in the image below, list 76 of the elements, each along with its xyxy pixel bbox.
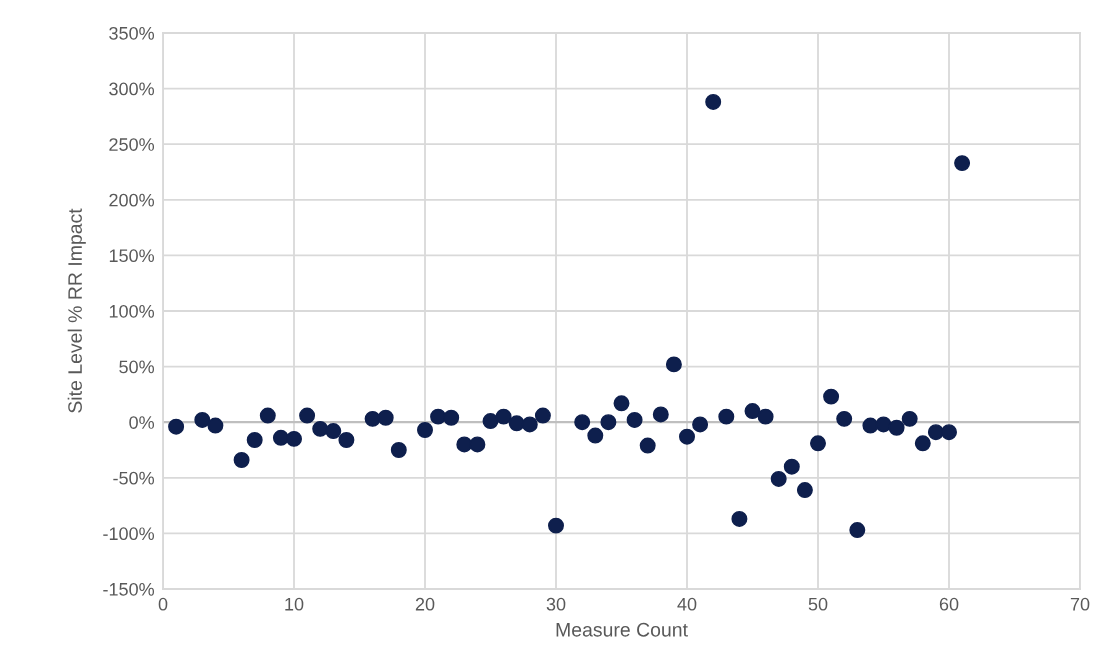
point	[927, 424, 944, 441]
y-tick-label: 300%	[109, 82, 155, 96]
point	[665, 356, 682, 373]
point	[783, 458, 800, 475]
y-tick-label: -100%	[103, 527, 155, 541]
point	[259, 407, 276, 424]
point	[194, 411, 211, 428]
y-tick-label: 200%	[109, 193, 155, 207]
point	[613, 395, 630, 412]
point	[469, 436, 486, 453]
point	[299, 407, 316, 424]
point	[390, 442, 407, 458]
y-tick-label: 100%	[109, 304, 155, 318]
point	[443, 409, 460, 426]
point	[849, 522, 866, 539]
point	[377, 409, 394, 426]
y-tick-label: 250%	[109, 138, 155, 151]
point	[692, 416, 709, 433]
point	[888, 419, 905, 436]
point	[744, 403, 761, 420]
x-tick-label: 60	[939, 597, 959, 611]
point	[495, 408, 512, 425]
point	[233, 452, 250, 468]
y-tick-label: -150%	[103, 582, 155, 596]
x-tick-label: 40	[677, 597, 697, 611]
point	[652, 406, 669, 423]
point	[757, 408, 774, 425]
point	[901, 410, 918, 427]
point	[548, 517, 564, 534]
point	[272, 429, 289, 446]
point	[534, 407, 551, 424]
point	[639, 437, 656, 454]
point	[325, 423, 342, 440]
point	[364, 410, 381, 427]
x-axis-title: Measure Count	[556, 622, 688, 637]
point	[338, 432, 355, 448]
point	[731, 510, 748, 527]
point	[417, 422, 433, 438]
x-tick-label: 30	[546, 597, 566, 611]
point	[941, 424, 957, 441]
point	[705, 93, 722, 110]
y-tick-label: 150%	[109, 249, 155, 263]
x-tick-label: 0	[158, 597, 168, 611]
point	[914, 435, 931, 452]
point	[207, 417, 224, 434]
point	[679, 428, 695, 445]
point	[456, 436, 473, 453]
point	[286, 430, 302, 447]
point	[810, 435, 826, 452]
point	[587, 427, 604, 444]
point	[574, 414, 591, 431]
x-tick-label: 20	[415, 597, 435, 611]
point	[430, 408, 447, 425]
y-tick-label: 350%	[109, 26, 155, 40]
point	[875, 416, 892, 433]
point	[521, 416, 538, 433]
y-tick-label: 50%	[119, 360, 155, 374]
point	[796, 482, 813, 499]
point	[246, 432, 263, 448]
point	[836, 410, 853, 427]
point	[508, 415, 525, 432]
point	[770, 470, 787, 487]
point	[626, 411, 643, 428]
x-tick-label: 10	[285, 597, 304, 611]
point	[823, 388, 840, 405]
y-axis-title: Site Level % RR Impact	[67, 208, 86, 413]
point	[718, 408, 735, 425]
x-tick-label: 70	[1070, 597, 1090, 611]
point	[482, 413, 499, 430]
y-tick-label: -50%	[113, 471, 155, 485]
x-tick-label: 50	[808, 597, 828, 611]
point	[168, 418, 185, 435]
point	[600, 414, 617, 431]
y-tick-label: 0%	[129, 416, 155, 429]
point	[954, 155, 971, 172]
point	[312, 420, 329, 437]
